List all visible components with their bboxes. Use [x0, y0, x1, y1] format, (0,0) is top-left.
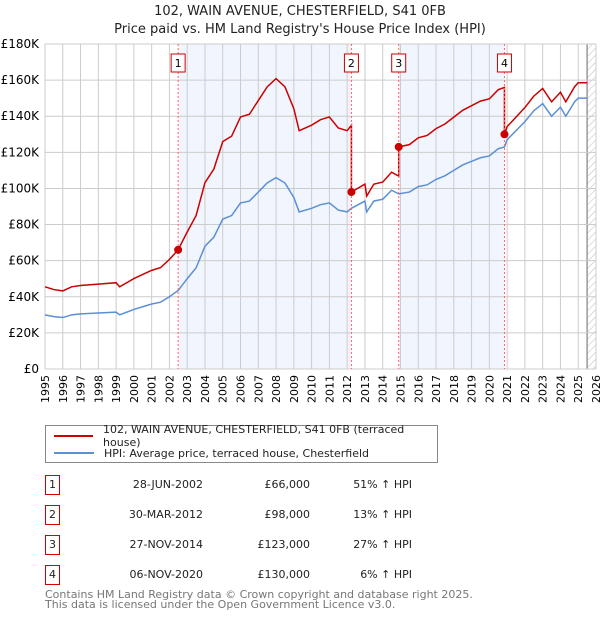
sale-hpi-change: 51% ↑ HPI [353, 478, 412, 491]
legend-swatch-hpi [54, 452, 94, 454]
chart-subtitle: Price paid vs. HM Land Registry's House … [114, 22, 486, 37]
x-tick-label: 1995 [39, 375, 52, 403]
sale-badge-label: 4 [501, 57, 508, 70]
y-tick-label: £140K [1, 109, 41, 123]
sale-date: 28-JUN-2002 [132, 478, 203, 491]
sale-point [174, 245, 183, 254]
y-tick-label: £20K [8, 326, 40, 340]
sale-price: £130,000 [257, 568, 311, 581]
x-tick-label: 2014 [377, 375, 390, 403]
footer-line-1: Contains HM Land Registry data © Crown c… [45, 588, 473, 601]
sale-price: £66,000 [264, 478, 311, 491]
x-tick-label: 2002 [163, 375, 176, 403]
x-tick-label: 2017 [430, 375, 443, 403]
y-tick-label: £100K [1, 181, 41, 195]
x-tick-label: 2025 [572, 375, 585, 403]
sale-date: 27-NOV-2014 [129, 538, 203, 551]
x-tick-label: 2011 [323, 375, 336, 403]
sale-row: 2 30-MAR-2012 £98,000 13% ↑ HPI [45, 505, 445, 525]
y-tick-label: £120K [1, 145, 41, 159]
chart-title: 102, WAIN AVENUE, CHESTERFIELD, S41 0FB [154, 4, 446, 19]
x-tick-label: 2010 [306, 375, 319, 403]
x-tick-label: 2015 [394, 375, 407, 403]
sale-badge-label: 2 [348, 57, 355, 70]
footer-line-2: This data is licensed under the Open Gov… [45, 598, 396, 611]
legend-swatch-property [54, 435, 94, 437]
x-tick-label: 2006 [235, 375, 248, 403]
x-tick-label: 2007 [252, 375, 265, 403]
y-tick-label: £40K [8, 290, 40, 304]
x-tick-label: 2008 [270, 375, 283, 403]
sale-hpi-change: 13% ↑ HPI [353, 508, 412, 521]
x-tick-label: 2009 [288, 375, 301, 403]
footer: Contains HM Land Registry data © Crown c… [45, 588, 473, 611]
sale-badge [170, 53, 186, 73]
y-tick-label: £0 [24, 362, 39, 376]
legend-label-hpi: HPI: Average price, terraced house, Ches… [104, 446, 370, 460]
sale-badge [496, 53, 512, 73]
sale-row-badge: 2 [45, 505, 60, 525]
x-tick-label: 2005 [217, 375, 230, 403]
sale-date: 06-NOV-2020 [129, 568, 203, 581]
sale-badge [343, 53, 359, 73]
legend-label-property: 102, WAIN AVENUE, CHESTERFIELD, S41 0FB … [103, 423, 405, 449]
shaded-ownership-band [178, 44, 352, 369]
x-tick-label: 2016 [412, 375, 425, 403]
x-tick-label: 2023 [537, 375, 550, 403]
sale-row-badge: 1 [45, 475, 60, 495]
x-tick-label: 2013 [359, 375, 372, 403]
y-tick-label: £80K [8, 218, 40, 232]
sale-hpi-change: 6% ↑ HPI [360, 568, 412, 581]
y-tick-label: £60K [8, 254, 40, 268]
x-tick-label: 2020 [483, 375, 496, 403]
sale-badge [391, 53, 407, 73]
hpi-line [44, 97, 588, 319]
sale-row: 1 28-JUN-2002 £66,000 51% ↑ HPI [45, 475, 445, 495]
y-tick-label: £180K [1, 37, 41, 51]
x-tick-label: 2024 [554, 375, 567, 403]
sale-hpi-change: 27% ↑ HPI [353, 538, 412, 551]
forecast-hatch-region [587, 44, 596, 369]
x-tick-label: 2021 [501, 375, 514, 403]
sale-point [347, 188, 356, 197]
x-tick-label: 2019 [466, 375, 479, 403]
x-tick-label: 1998 [92, 375, 105, 403]
x-tick-label: 1996 [57, 375, 70, 403]
sale-row: 3 27-NOV-2014 £123,000 27% ↑ HPI [45, 535, 445, 555]
sale-price: £123,000 [257, 538, 311, 551]
x-tick-label: 2003 [181, 375, 194, 403]
sale-row: 4 06-NOV-2020 £130,000 6% ↑ HPI [45, 565, 445, 585]
sale-badge-label: 3 [395, 57, 402, 70]
x-tick-label: 2012 [341, 375, 354, 403]
sale-date: 30-MAR-2012 [128, 508, 203, 521]
x-tick-label: 2018 [448, 375, 461, 403]
y-tick-label: £160K [1, 73, 41, 87]
x-tick-label: 2000 [128, 375, 141, 403]
x-tick-label: 2026 [590, 375, 600, 403]
chart: 1995 1996 1997 1998 1999 2000 2001 2002 2003 2004… [1, 37, 600, 403]
x-tick-label: 1999 [110, 375, 123, 403]
sale-row-badge: 3 [45, 535, 60, 555]
shaded-ownership-band [398, 44, 505, 369]
x-tick-label: 2001 [146, 375, 159, 403]
x-tick-label: 1997 [75, 375, 88, 403]
sale-price: £98,000 [264, 508, 311, 521]
x-tick-label: 2022 [519, 375, 532, 403]
sale-point [500, 130, 509, 139]
sale-badge-label: 1 [175, 57, 182, 70]
legend: 102, WAIN AVENUE, CHESTERFIELD, S41 0FB … [45, 423, 438, 463]
sale-row-badge: 4 [45, 565, 60, 585]
sale-point [394, 142, 403, 151]
x-tick-label: 2004 [199, 375, 212, 403]
